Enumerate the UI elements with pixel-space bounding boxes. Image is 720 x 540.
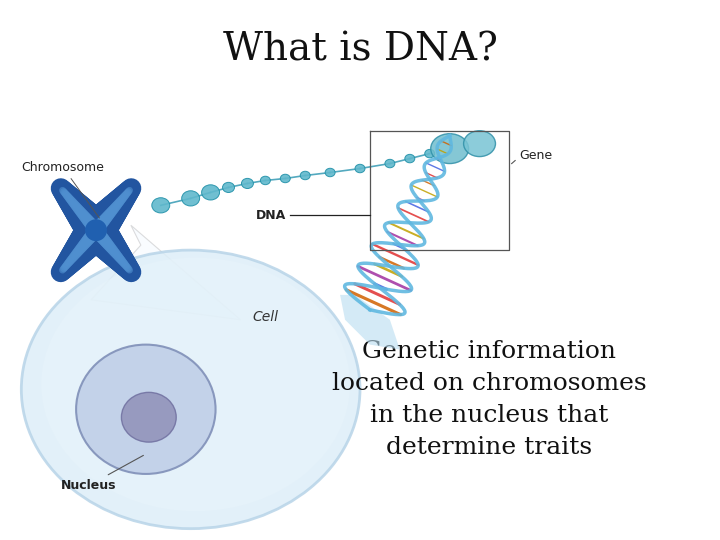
Ellipse shape [325, 168, 335, 177]
Text: DNA: DNA [256, 209, 287, 222]
Ellipse shape [22, 250, 360, 529]
Ellipse shape [85, 219, 107, 241]
Polygon shape [91, 225, 240, 320]
Ellipse shape [355, 164, 365, 173]
Text: What is DNA?: What is DNA? [222, 31, 498, 68]
Ellipse shape [181, 191, 199, 206]
Ellipse shape [122, 393, 176, 442]
Text: Cell: Cell [253, 310, 279, 324]
Ellipse shape [76, 345, 215, 474]
Ellipse shape [431, 134, 469, 164]
Text: Nucleus: Nucleus [61, 455, 143, 492]
Ellipse shape [261, 176, 270, 185]
Ellipse shape [202, 185, 220, 200]
Ellipse shape [464, 131, 495, 157]
Text: Gene: Gene [519, 149, 552, 162]
Polygon shape [340, 295, 400, 349]
Ellipse shape [222, 183, 235, 192]
Ellipse shape [280, 174, 290, 183]
Ellipse shape [241, 178, 253, 188]
Ellipse shape [152, 198, 170, 213]
Text: Chromosome: Chromosome [22, 160, 104, 218]
Ellipse shape [300, 171, 310, 180]
Ellipse shape [41, 258, 350, 511]
Ellipse shape [385, 159, 395, 168]
Text: Genetic information
located on chromosomes
in the nucleus that
determine traits: Genetic information located on chromosom… [332, 340, 647, 458]
Ellipse shape [425, 150, 435, 158]
Ellipse shape [405, 154, 415, 163]
